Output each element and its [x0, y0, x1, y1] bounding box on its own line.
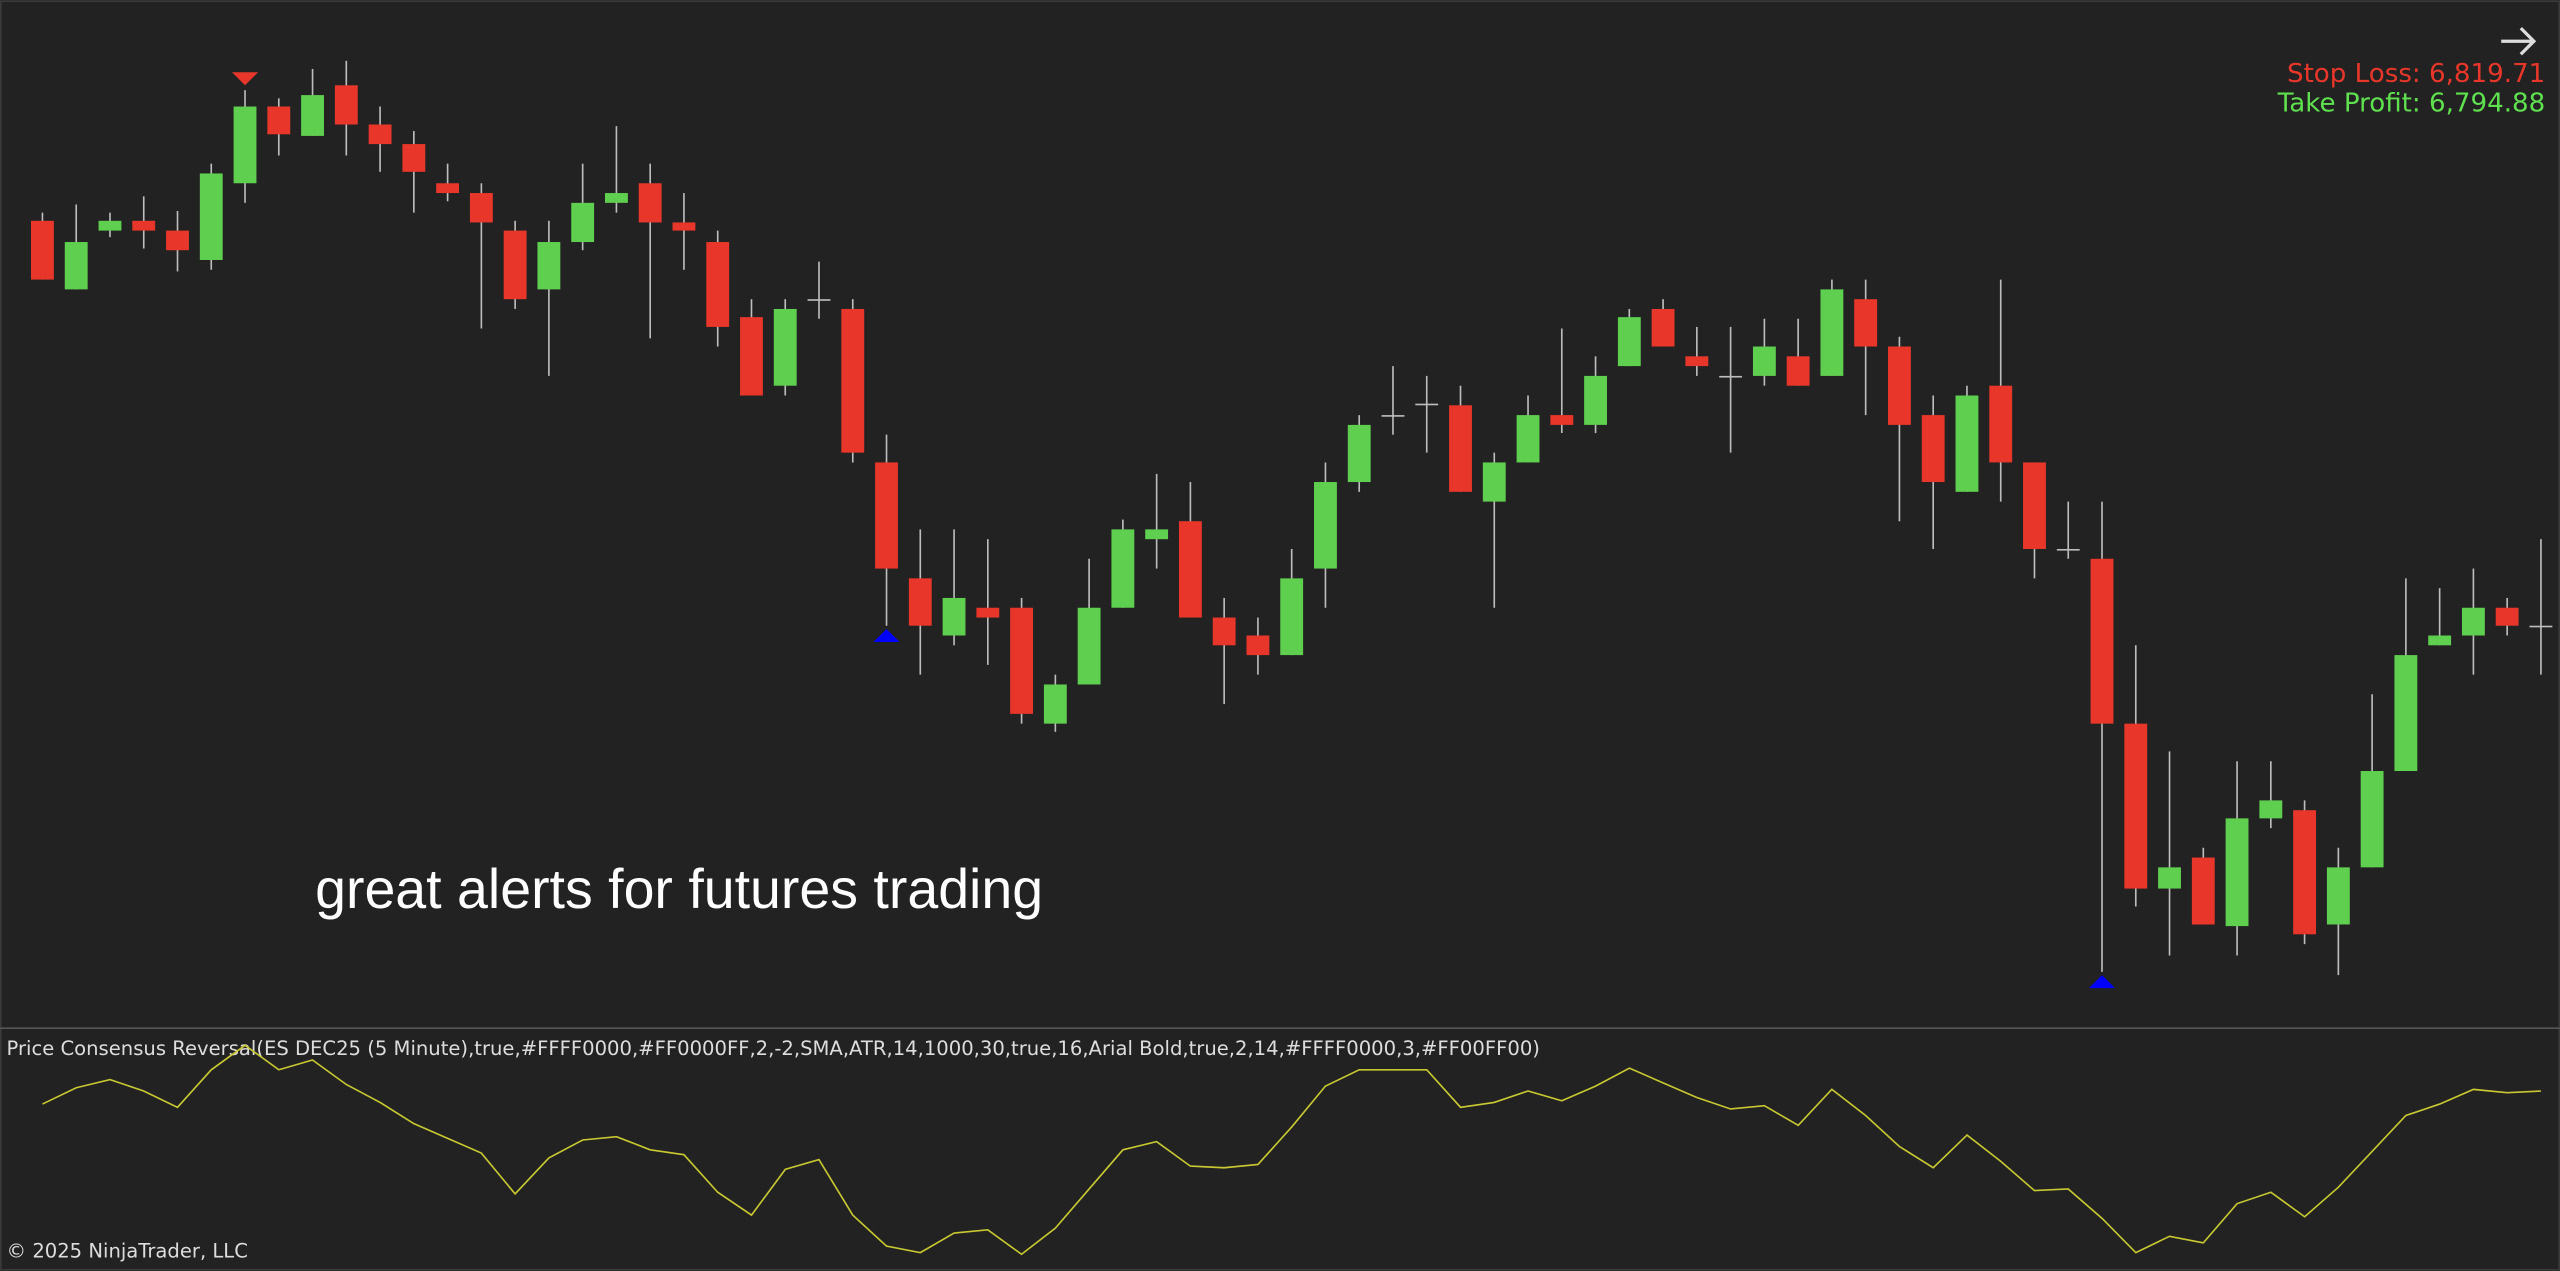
indicator-title: Price Consensus Reversal(ES DEC25 (5 Min…	[7, 1037, 1540, 1060]
candle-body	[2259, 800, 2283, 819]
caption: great alerts for futures trading	[315, 858, 1043, 920]
candle-body	[2394, 655, 2418, 772]
candle-body	[672, 222, 696, 231]
candle-body	[1719, 375, 1743, 378]
candle-body	[1989, 385, 2013, 463]
candle-body	[2191, 857, 2215, 925]
candle-body	[1246, 635, 1270, 656]
stop-loss: Stop Loss: 6,819.71	[2287, 59, 2545, 89]
candle-body	[31, 220, 54, 280]
candle-body	[2428, 635, 2452, 646]
candle-body	[1888, 346, 1911, 425]
candle-body	[1347, 424, 1371, 483]
candle-body	[98, 220, 122, 231]
candle-body	[1415, 403, 1439, 406]
candle-body	[1449, 405, 1472, 492]
candle-body	[2293, 810, 2317, 935]
candle-body	[503, 230, 527, 300]
candle-body	[132, 220, 156, 231]
candle-body	[1584, 375, 1607, 425]
candle-body	[1280, 578, 1304, 656]
candle-body	[166, 230, 189, 251]
candle-body	[908, 578, 932, 626]
candle-body	[875, 462, 898, 569]
candle-body	[436, 183, 460, 194]
candle-body	[571, 202, 595, 243]
candle-body	[706, 242, 730, 327]
candle-body	[1786, 356, 1810, 386]
candle-body	[740, 317, 763, 396]
candle-body	[1516, 415, 1540, 463]
candle-body	[469, 193, 493, 223]
candle-body	[976, 607, 1000, 618]
candle-body	[2360, 771, 2384, 868]
candle-body	[1043, 684, 1067, 724]
candle-body	[1145, 529, 1169, 540]
candle-body	[2023, 462, 2046, 549]
candle-body	[1955, 395, 1979, 492]
candle-body	[2158, 867, 2181, 889]
candle-body	[2461, 607, 2485, 636]
signal-up	[873, 628, 900, 643]
candle-body	[199, 173, 223, 260]
candle-body	[1212, 617, 1236, 646]
candle-body	[638, 183, 662, 223]
candle-body	[2495, 607, 2519, 626]
candle-body	[1010, 607, 1034, 714]
candle-body	[2326, 867, 2350, 925]
candle-body	[233, 106, 257, 184]
candle-body	[1651, 308, 1675, 347]
candle-body	[402, 144, 426, 172]
candle-body	[537, 242, 561, 290]
arrow-icon[interactable]	[2501, 26, 2537, 56]
candle-body	[1482, 462, 1506, 502]
signal-up	[2088, 975, 2116, 989]
take-profit: Take Profit: 6,794.88	[2277, 88, 2546, 118]
candle-body	[1854, 299, 1878, 347]
candle-body	[773, 308, 797, 386]
candle-body	[64, 242, 88, 290]
candle-body	[1685, 356, 1709, 367]
candle-body	[604, 193, 628, 203]
candle-body	[1178, 521, 1202, 618]
indicator-line	[42, 1044, 2541, 1256]
candle-body	[942, 597, 966, 636]
candle-body	[334, 85, 358, 125]
candle-body	[1111, 529, 1135, 608]
candle-body	[2529, 625, 2553, 628]
candle-body	[1550, 415, 1574, 425]
candle-body	[267, 106, 291, 135]
candle-body	[1921, 415, 1945, 483]
candle-body	[368, 124, 392, 145]
candle-body	[2090, 558, 2114, 724]
signal-down	[231, 72, 259, 86]
candle-body	[1314, 482, 1337, 569]
candle-body	[301, 95, 324, 136]
candle-body	[2124, 723, 2148, 889]
copyright: © 2025 NinjaTrader, LLC	[7, 1240, 248, 1263]
candle-body	[1617, 317, 1641, 367]
candle-body	[1752, 346, 1776, 376]
candle-body	[841, 308, 865, 453]
candle-body	[1077, 607, 1101, 685]
candle-body	[2225, 818, 2249, 927]
candle-body	[1381, 415, 1405, 417]
candle-body	[807, 299, 831, 301]
candle-body	[2056, 548, 2080, 551]
candle-body	[1820, 289, 1844, 376]
